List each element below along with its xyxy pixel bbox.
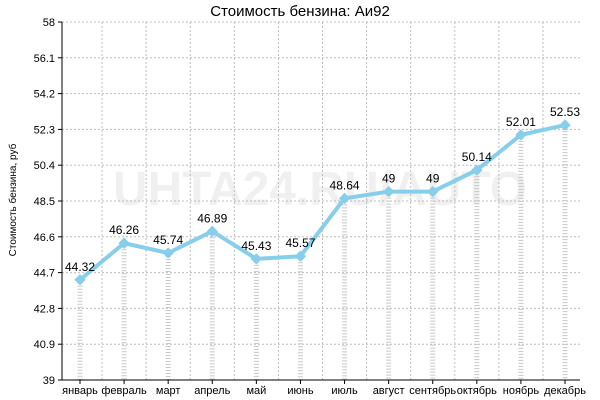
y-tick-label: 40.9 [34, 339, 55, 351]
y-tick-label: 56.1 [34, 53, 55, 65]
y-tick-label: 54.2 [34, 89, 55, 101]
x-tick-label: июль [331, 385, 358, 397]
data-point [471, 164, 483, 176]
x-tick-label: апрель [194, 385, 230, 397]
data-label: 46.26 [109, 223, 139, 237]
data-label: 50.14 [462, 150, 492, 164]
data-point [382, 185, 395, 198]
data-label: 49 [426, 172, 440, 186]
y-axis-label: Стоимость бензина, руб [7, 143, 19, 256]
data-label: 45.43 [241, 239, 271, 253]
x-tick-label: ноябрь [503, 385, 540, 397]
y-tick-label: 48.5 [34, 196, 55, 208]
y-tick-label: 52.3 [34, 124, 55, 136]
drop-lines [77, 125, 568, 380]
x-tick-label: май [246, 385, 266, 397]
y-tick-label: 42.8 [34, 303, 55, 315]
data-label: 52.53 [550, 105, 580, 119]
data-label: 44.32 [65, 260, 95, 274]
y-tick-label: 50.4 [34, 160, 55, 172]
y-ticks: 39 40.9 42.8 44.7 46.6 48.5 50.4 52.3 54.2 56.1 58 [34, 17, 62, 387]
data-point [427, 185, 439, 198]
data-point [338, 192, 351, 205]
x-ticks: январь февраль март апрель май июнь июль август… [62, 380, 586, 397]
data-point [515, 129, 527, 141]
data-label: 45.57 [285, 236, 315, 250]
data-point [162, 247, 174, 259]
y-tick-label: 44.7 [34, 268, 55, 280]
data-label: 46.89 [197, 211, 227, 225]
watermark: UHTA24.RU/AUTO [113, 163, 527, 216]
data-label: 45.74 [153, 233, 183, 247]
data-label: 48.64 [330, 178, 360, 192]
y-tick-label: 58 [43, 17, 55, 29]
data-label: 49 [382, 172, 396, 186]
data-label: 52.01 [506, 115, 536, 129]
x-tick-label: июнь [287, 385, 313, 397]
x-tick-label: декабрь [544, 385, 586, 397]
y-tick-label: 39 [43, 375, 55, 387]
data-point [206, 225, 218, 237]
x-tick-label: октябрь [457, 385, 497, 397]
data-point [294, 250, 307, 262]
x-tick-label: август [373, 385, 405, 397]
chart-title: Стоимость бензина: Аи92 [210, 3, 390, 20]
x-tick-label: сентябрь [409, 385, 456, 397]
series-line [78, 123, 566, 282]
x-tick-label: январь [62, 385, 98, 397]
x-tick-label: март [156, 385, 181, 397]
data-labels: 44.32 46.26 45.74 46.89 45.43 45.57 48.64 49 49 5… [65, 105, 580, 274]
x-tick-label: февраль [101, 385, 147, 397]
y-tick-label: 46.6 [34, 232, 55, 244]
